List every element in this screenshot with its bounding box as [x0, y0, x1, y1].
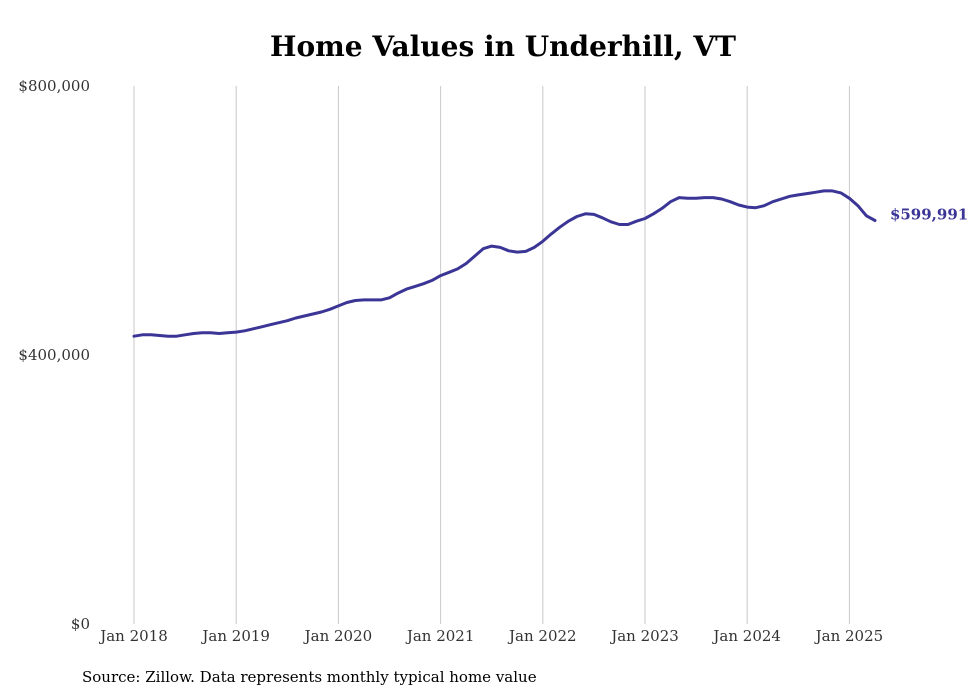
- source-note: Source: Zillow. Data represents monthly …: [82, 668, 537, 686]
- series-line-home-value: [132, 189, 877, 338]
- y-axis: $0 $400,000 $800,000: [18, 77, 90, 633]
- x-axis: Jan 2018 Jan 2019 Jan 2020 Jan 2021 Jan 2022…: [98, 627, 883, 645]
- y-tick-label: $400,000: [18, 346, 90, 364]
- grid-lines: [133, 86, 850, 624]
- y-tick-label: $800,000: [18, 77, 90, 95]
- end-value-label: $599,991: [890, 206, 968, 224]
- x-tick-label: Jan 2021: [405, 627, 475, 645]
- y-tick-label: $0: [71, 615, 90, 633]
- x-tick-label: Jan 2020: [303, 627, 373, 645]
- x-tick-label: Jan 2024: [711, 627, 781, 645]
- x-tick-label: Jan 2023: [609, 627, 679, 645]
- chart-title: Home Values in Underhill, VT: [270, 30, 736, 63]
- x-tick-label: Jan 2025: [814, 627, 884, 645]
- x-tick-label: Jan 2022: [507, 627, 577, 645]
- x-tick-label: Jan 2018: [98, 627, 168, 645]
- x-tick-label: Jan 2019: [200, 627, 270, 645]
